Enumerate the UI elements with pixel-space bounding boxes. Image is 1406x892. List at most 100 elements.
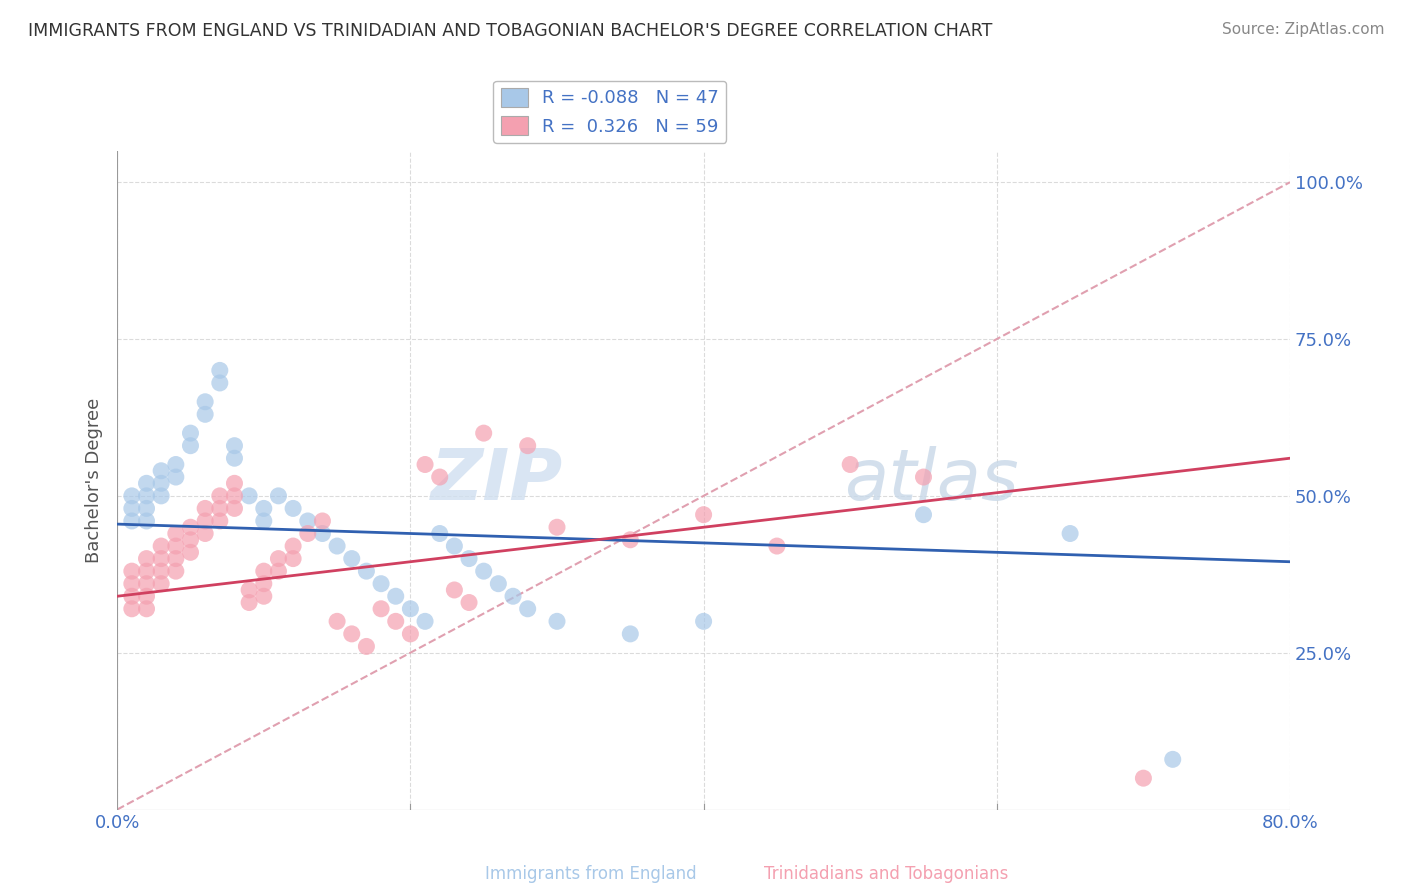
Point — [179, 533, 201, 547]
Point — [458, 551, 481, 566]
Point — [839, 458, 862, 472]
Point — [267, 489, 290, 503]
Point — [356, 564, 378, 578]
Point — [238, 489, 260, 503]
Point — [135, 589, 157, 603]
Point — [165, 539, 187, 553]
Point — [370, 576, 392, 591]
Point — [443, 539, 465, 553]
Point — [267, 551, 290, 566]
Point — [546, 520, 568, 534]
Point — [413, 615, 436, 629]
Point — [208, 363, 231, 377]
Point — [384, 589, 406, 603]
Point — [135, 514, 157, 528]
Point — [413, 458, 436, 472]
Point — [208, 514, 231, 528]
Point — [121, 602, 143, 616]
Point — [281, 551, 304, 566]
Point — [619, 533, 641, 547]
Point — [208, 501, 231, 516]
Point — [253, 589, 276, 603]
Point — [121, 514, 143, 528]
Point — [912, 470, 935, 484]
Point — [253, 564, 276, 578]
Point — [912, 508, 935, 522]
Point — [135, 489, 157, 503]
Point — [121, 589, 143, 603]
Point — [224, 489, 246, 503]
Point — [238, 582, 260, 597]
Point — [208, 376, 231, 390]
Point — [150, 489, 173, 503]
Point — [121, 501, 143, 516]
Point — [1059, 526, 1081, 541]
Point — [1132, 771, 1154, 785]
Point — [281, 539, 304, 553]
Point — [135, 576, 157, 591]
Point — [150, 564, 173, 578]
Point — [179, 426, 201, 441]
Point — [165, 526, 187, 541]
Point — [253, 501, 276, 516]
Text: Immigrants from England: Immigrants from England — [485, 864, 696, 882]
Point — [458, 595, 481, 609]
Text: atlas: atlas — [845, 446, 1019, 515]
Point — [150, 576, 173, 591]
Point — [135, 602, 157, 616]
Point — [135, 551, 157, 566]
Y-axis label: Bachelor's Degree: Bachelor's Degree — [86, 398, 103, 563]
Text: ZIP: ZIP — [430, 446, 562, 515]
Point — [150, 539, 173, 553]
Point — [692, 508, 714, 522]
Point — [1161, 752, 1184, 766]
Point — [165, 458, 187, 472]
Point — [150, 476, 173, 491]
Point — [224, 501, 246, 516]
Point — [281, 501, 304, 516]
Point — [194, 407, 217, 421]
Point — [238, 595, 260, 609]
Point — [179, 545, 201, 559]
Legend: R = -0.088   N = 47, R =  0.326   N = 59: R = -0.088 N = 47, R = 0.326 N = 59 — [494, 81, 725, 143]
Point — [224, 439, 246, 453]
Point — [472, 564, 495, 578]
Point — [384, 615, 406, 629]
Point — [121, 576, 143, 591]
Point — [135, 476, 157, 491]
Point — [340, 627, 363, 641]
Point — [311, 514, 333, 528]
Point — [297, 526, 319, 541]
Point — [326, 539, 349, 553]
Point — [486, 576, 509, 591]
Point — [399, 627, 422, 641]
Point — [692, 615, 714, 629]
Point — [150, 464, 173, 478]
Point — [165, 470, 187, 484]
Point — [297, 514, 319, 528]
Point — [179, 520, 201, 534]
Point — [253, 576, 276, 591]
Point — [311, 526, 333, 541]
Point — [766, 539, 789, 553]
Point — [208, 489, 231, 503]
Point — [429, 470, 451, 484]
Point — [150, 551, 173, 566]
Point — [224, 476, 246, 491]
Point — [399, 602, 422, 616]
Point — [429, 526, 451, 541]
Point — [546, 615, 568, 629]
Point — [121, 564, 143, 578]
Point — [165, 551, 187, 566]
Point — [472, 426, 495, 441]
Text: Source: ZipAtlas.com: Source: ZipAtlas.com — [1222, 22, 1385, 37]
Point — [340, 551, 363, 566]
Point — [502, 589, 524, 603]
Text: Trinidadians and Tobagonians: Trinidadians and Tobagonians — [763, 864, 1008, 882]
Point — [135, 564, 157, 578]
Point — [619, 627, 641, 641]
Point — [253, 514, 276, 528]
Point — [443, 582, 465, 597]
Point — [194, 501, 217, 516]
Point — [224, 451, 246, 466]
